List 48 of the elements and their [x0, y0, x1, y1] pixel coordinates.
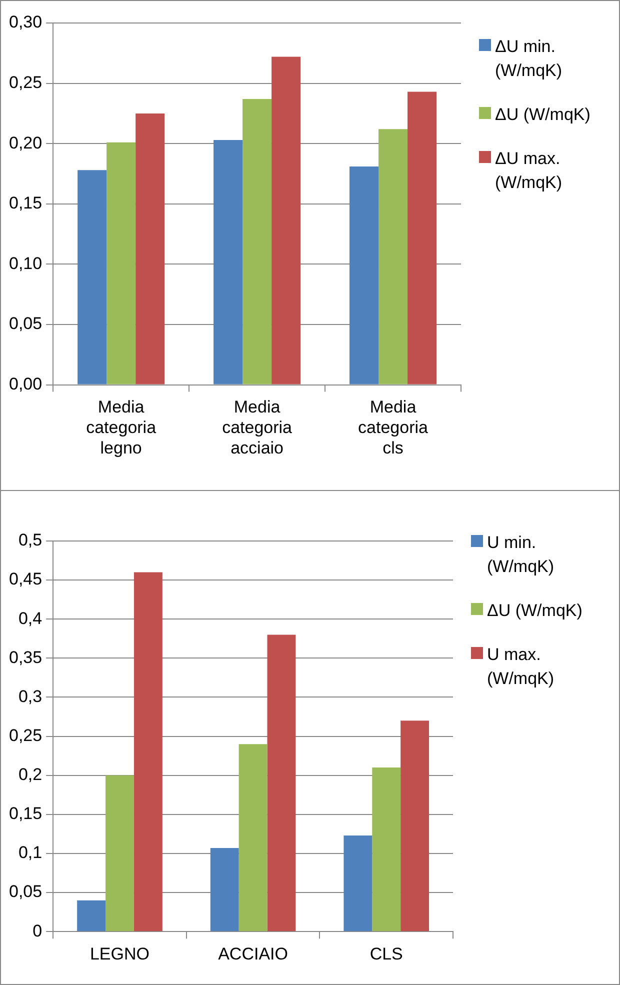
y-tick-label: 0: [32, 921, 42, 940]
y-tick-label: 0,05: [8, 882, 42, 902]
y-tick-label: 0,05: [8, 314, 42, 334]
bar: [344, 836, 372, 932]
bar: [400, 720, 430, 932]
bar: [106, 142, 136, 384]
legend-label: ΔU (W/mqK): [495, 104, 592, 126]
bar: [378, 129, 408, 384]
y-tick-label: 0,20: [8, 133, 42, 152]
legend-label: U min. (W/mqK): [487, 532, 556, 578]
y-tick-label: 0,00: [8, 374, 42, 394]
bar: [77, 900, 106, 932]
y-tick-label: 0,2: [18, 765, 42, 784]
legend-label: ΔU (W/mqK): [487, 600, 584, 622]
bar: [350, 166, 379, 384]
y-tick-label: 0,30: [8, 12, 42, 32]
bar: [210, 848, 239, 932]
y-tick-label: 0,45: [8, 570, 42, 589]
y-tick-label: 0,1: [18, 843, 42, 862]
x-tick-label: CLS: [370, 944, 403, 964]
y-tick-label: 0,25: [8, 726, 42, 745]
y-tick-label: 0,25: [8, 72, 42, 92]
legend-label: U max. (W/mqK): [487, 644, 556, 690]
bar: [272, 56, 301, 384]
x-tick-label: Media categoria acciaio: [222, 398, 293, 458]
bar: [238, 744, 268, 932]
bar: [134, 572, 162, 932]
bar: [136, 113, 165, 384]
x-tick-label: Media categoria legno: [86, 398, 157, 458]
y-tick-label: 0,5: [18, 530, 42, 550]
y-tick-label: 0,15: [8, 194, 42, 213]
legend-label: ΔU max. (W/mqK): [495, 148, 564, 194]
bar: [106, 775, 134, 932]
x-tick-label: Media categoria cls: [358, 398, 429, 458]
bar: [408, 92, 437, 384]
bar: [78, 170, 107, 384]
y-tick-label: 0,3: [18, 686, 42, 706]
legend-label: ΔU min. (W/mqK): [495, 36, 564, 82]
bar: [242, 98, 272, 384]
y-tick-label: 0,35: [8, 648, 42, 667]
x-tick-label: ACCIAIO: [218, 944, 288, 964]
y-tick-label: 0,4: [18, 608, 42, 628]
bar: [267, 634, 296, 932]
x-tick-label: LEGNO: [90, 944, 150, 964]
bar: [214, 140, 243, 384]
bar: [372, 768, 401, 932]
y-tick-label: 0,15: [8, 804, 42, 824]
y-tick-label: 0,10: [8, 254, 42, 273]
